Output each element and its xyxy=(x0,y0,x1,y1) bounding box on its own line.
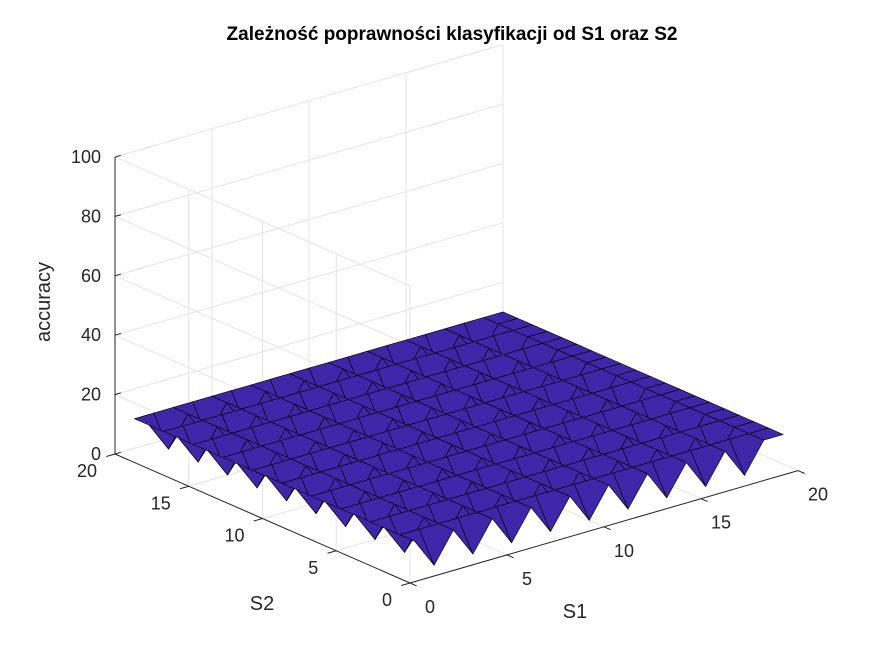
x-tick-mark xyxy=(700,498,708,503)
y-tick-mark xyxy=(179,485,189,490)
z-tick-label: 100 xyxy=(71,147,101,167)
z-tick-mark xyxy=(114,451,121,455)
grid-line xyxy=(114,281,504,396)
axes-box xyxy=(106,154,805,587)
z-tick-label: 0 xyxy=(91,444,101,464)
x-tick-label: 15 xyxy=(711,513,731,533)
grid-line xyxy=(114,162,504,277)
y-tick-label: 0 xyxy=(382,590,392,610)
grid-line xyxy=(114,156,411,287)
z-tick-label: 80 xyxy=(81,206,101,226)
x-tick-label: 0 xyxy=(425,597,435,617)
z-tick-label: 60 xyxy=(81,266,101,286)
y-tick-label: 5 xyxy=(308,558,318,578)
grid-line xyxy=(114,44,504,158)
y-tick-mark xyxy=(327,550,337,554)
y-tick-mark xyxy=(253,518,263,522)
y-tick-mark xyxy=(106,453,116,458)
y-tick-label: 20 xyxy=(77,461,97,481)
z-tick-label: 40 xyxy=(81,325,101,345)
z-tick-label: 20 xyxy=(81,385,101,405)
x-tick-label: 20 xyxy=(808,485,828,505)
z-tick-mark xyxy=(114,392,121,396)
chart-title: Zależność poprawności klasyfikacji od S1… xyxy=(227,24,678,45)
z-tick-mark xyxy=(114,333,121,336)
z-tick-mark xyxy=(114,273,121,277)
z-axis-label: accuracy xyxy=(33,262,55,342)
grid-line xyxy=(114,215,411,346)
x-tick-mark xyxy=(506,554,514,559)
x-tick-mark xyxy=(409,582,417,587)
grid-line xyxy=(114,222,504,336)
y-tick-label: 15 xyxy=(151,493,171,513)
z-tick-mark xyxy=(114,154,121,158)
surface-patch xyxy=(748,427,784,441)
y-tick-mark xyxy=(401,582,411,587)
x-tick-label: 5 xyxy=(522,569,532,589)
y-tick-label: 10 xyxy=(224,526,244,546)
x-tick-mark xyxy=(797,470,805,474)
x-tick-mark xyxy=(603,526,611,531)
grid-line xyxy=(114,103,504,217)
surface-plot xyxy=(134,311,784,566)
x-tick-label: 10 xyxy=(614,541,634,561)
x-axis-label: S1 xyxy=(563,601,587,623)
y-axis-label: S2 xyxy=(250,593,274,615)
z-tick-mark xyxy=(114,214,121,217)
